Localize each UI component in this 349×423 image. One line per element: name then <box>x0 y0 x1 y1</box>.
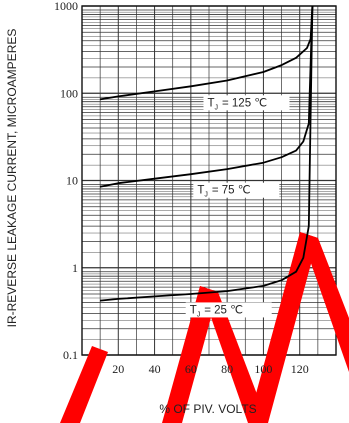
annotation-label: TJ = 125 ℃ <box>207 97 267 111</box>
watermark-stripes <box>60 232 349 423</box>
x-axis-label: % OF PIV. VOLTS <box>159 402 256 416</box>
tick-labels: 20 40 60 80 100 120 0.1 1 10 100 1000 <box>54 0 309 376</box>
x-tick-label: 20 <box>112 362 124 376</box>
curve-annotations: TJ = 125 ℃ TJ = 75 ℃ TJ = 25 ℃ <box>185 95 290 318</box>
y-axis-label: IR-REVERSE LEAKAGE CURRENT, MICROAMPERES <box>5 29 19 328</box>
y-tick-label: 10 <box>66 174 78 188</box>
x-tick-label: 120 <box>291 362 309 376</box>
annotation-bg <box>203 95 290 111</box>
curve-series-0 <box>99 5 314 101</box>
annotation-bg <box>185 302 272 318</box>
y-tick-label: 1 <box>72 261 78 275</box>
x-tick-label: 40 <box>149 362 161 376</box>
annotation-label: TJ = 75 ℃ <box>197 185 250 199</box>
plot-frame <box>81 5 337 356</box>
grid <box>81 5 337 356</box>
x-tick-label: 100 <box>254 362 272 376</box>
curve-series-1 <box>99 5 314 188</box>
annotation-label: TJ = 25 ℃ <box>190 304 243 318</box>
curve-series-2 <box>100 5 314 302</box>
y-tick-label: 0.1 <box>63 348 78 362</box>
x-tick-label: 80 <box>221 362 233 376</box>
y-tick-label: 100 <box>60 86 78 100</box>
curves <box>99 5 314 302</box>
x-tick-label: 60 <box>185 362 197 376</box>
annotation-bg <box>193 182 280 198</box>
y-tick-label: 1000 <box>54 0 78 13</box>
